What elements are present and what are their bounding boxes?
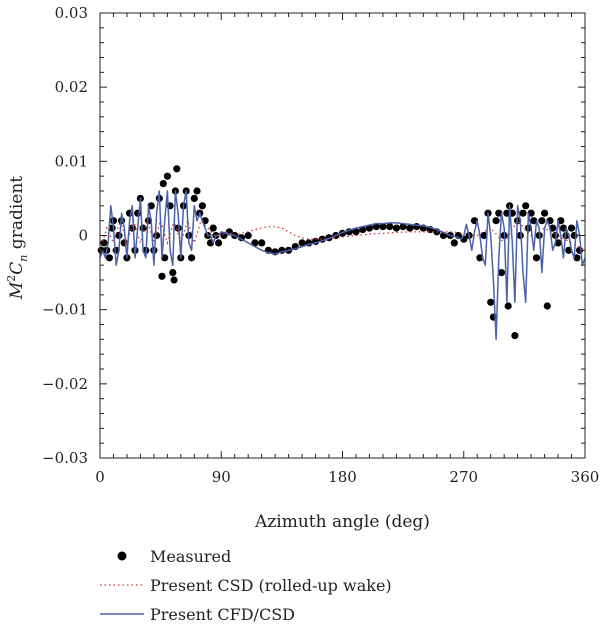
legend-cfd-label: Present CFD/CSD — [150, 605, 295, 624]
measured-point — [190, 194, 198, 202]
x-tick-label: 270 — [449, 468, 478, 486]
measured-point — [158, 272, 166, 280]
measured-point — [134, 209, 142, 217]
measured-point — [495, 209, 503, 217]
measured-point — [516, 231, 524, 240]
legend-item-measured: Measured — [117, 547, 231, 566]
measured-point — [251, 239, 259, 247]
legend-item-csd: Present CSD (rolled-up wake) — [100, 576, 392, 595]
measured-point — [522, 202, 530, 210]
legend-item-cfd: Present CFD/CSD — [100, 605, 295, 624]
measured-point — [105, 254, 113, 262]
measured-point — [504, 302, 512, 310]
measured-point — [399, 223, 407, 231]
measured-point — [519, 209, 527, 217]
measured-point — [169, 269, 177, 277]
measured-point — [258, 239, 266, 247]
x-axis-label: Azimuth angle (deg) — [254, 512, 430, 532]
y-tick-label: 0 — [78, 227, 88, 245]
measured-point — [497, 269, 506, 277]
measured-point — [163, 172, 171, 180]
y-axis-label-m: M — [7, 281, 27, 300]
x-tick-label: 180 — [328, 468, 357, 486]
measured-point — [359, 226, 367, 234]
measured-point — [139, 224, 147, 232]
measured-point — [379, 223, 387, 231]
y-axis-label-superscript: 2 — [5, 275, 18, 282]
measured-point — [215, 239, 223, 247]
measured-point — [352, 228, 360, 236]
measured-point — [198, 202, 206, 210]
y-tick-label: −0.03 — [42, 449, 88, 467]
legend-csd-label: Present CSD (rolled-up wake) — [150, 576, 392, 595]
y-tick-label: 0.01 — [55, 152, 88, 170]
measured-point — [153, 231, 161, 240]
measured-point — [161, 254, 169, 262]
measured-point — [150, 246, 158, 254]
measured-point — [538, 217, 546, 225]
measured-point — [244, 231, 252, 240]
measured-point — [209, 224, 217, 232]
legend-measured-marker — [117, 551, 127, 561]
legend-measured-label: Measured — [150, 547, 231, 566]
measured-point — [541, 209, 549, 217]
cfd-series-line — [99, 190, 586, 341]
plot-layer — [97, 165, 586, 341]
measured-point — [188, 254, 196, 262]
measured-point — [450, 239, 458, 247]
measured-point — [173, 165, 181, 173]
ticks-layer: 0 90 180 270 360 0.03 0.02 0.01 0 −0.01 −0.02 −0.03 — [42, 4, 599, 486]
measured-point — [193, 187, 201, 195]
measured-point — [511, 332, 519, 340]
measured-point — [573, 254, 581, 262]
measured-point — [365, 224, 373, 232]
x-tick-label: 0 — [95, 468, 105, 486]
y-tick-label: 0.02 — [55, 78, 88, 96]
measured-point — [532, 254, 541, 262]
x-tick-label: 360 — [571, 468, 600, 486]
measured-point — [170, 276, 178, 284]
x-tick-label: 90 — [212, 468, 231, 486]
y-tick-label: 0.03 — [55, 4, 88, 22]
measured-point — [492, 217, 500, 225]
measured-point — [413, 223, 421, 231]
measured-point — [372, 223, 380, 231]
measured-point — [487, 298, 495, 306]
y-axis-label-c: C — [7, 262, 27, 275]
legend: Measured Present CSD (rolled-up wake) Pr… — [100, 547, 392, 624]
measured-point — [406, 224, 414, 232]
measured-point — [480, 231, 488, 240]
measured-point — [159, 180, 167, 188]
y-tick-label: −0.01 — [42, 301, 88, 319]
measured-point — [386, 223, 394, 231]
measured-point — [567, 224, 576, 232]
y-axis-label-subscript: n — [17, 255, 30, 262]
measured-point — [298, 239, 306, 247]
y-axis-label: M2Cn gradient — [5, 176, 30, 300]
y-tick-label: −0.02 — [42, 375, 88, 393]
measured-point — [392, 224, 400, 232]
y-axis-label-rest: gradient — [7, 176, 27, 255]
measured-point — [543, 302, 551, 310]
